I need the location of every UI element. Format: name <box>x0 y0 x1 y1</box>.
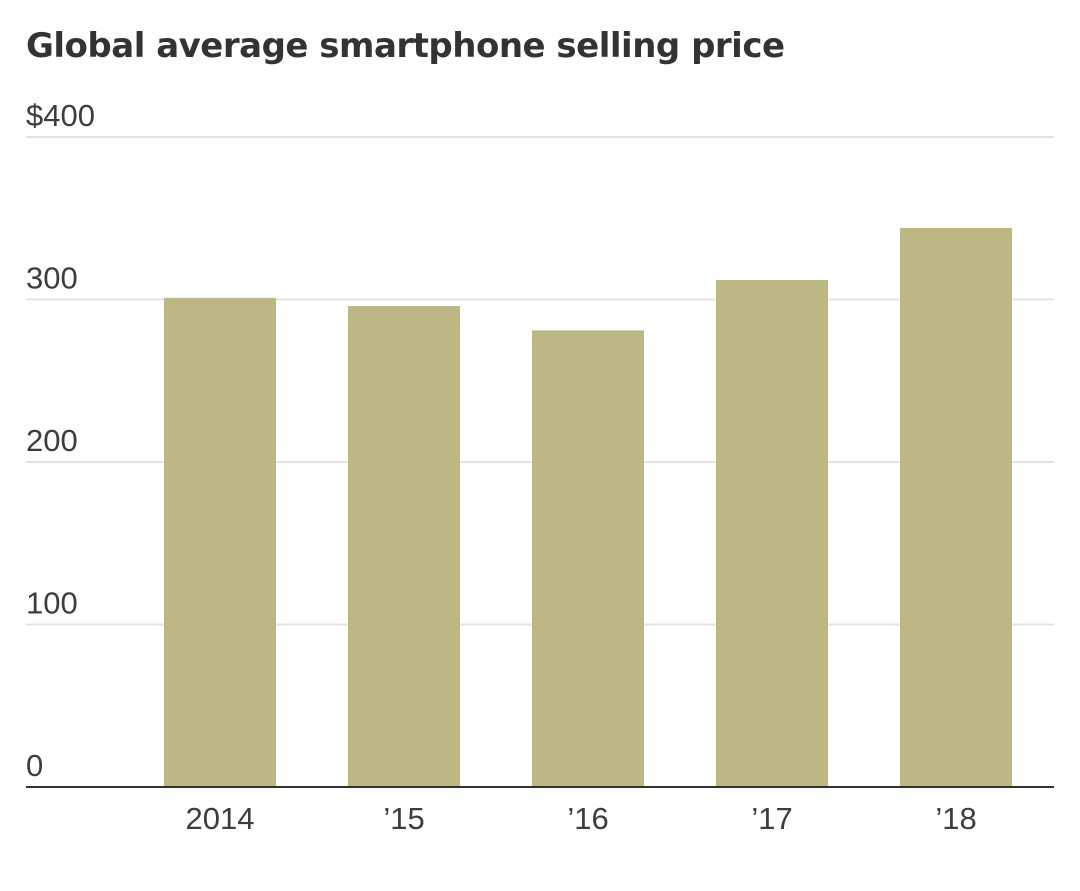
bars <box>164 228 1012 787</box>
bar <box>164 297 276 787</box>
y-axis-ticks: 0 100 200 300 $400 <box>26 98 95 783</box>
x-tick-label: ’17 <box>751 801 792 836</box>
chart-title: Global average smartphone selling price <box>26 26 785 66</box>
bar <box>716 280 828 787</box>
y-tick-label: $400 <box>26 98 95 133</box>
y-tick-label: 0 <box>26 748 43 783</box>
x-tick-label: ’15 <box>383 801 424 836</box>
x-axis-ticks: 2014 ’15 ’16 ’17 ’18 <box>186 801 977 836</box>
y-tick-label: 200 <box>26 423 78 458</box>
bar <box>532 330 644 787</box>
bar <box>348 306 460 787</box>
y-tick-label: 100 <box>26 586 78 621</box>
bar <box>900 228 1012 787</box>
x-tick-label: ’16 <box>567 801 608 836</box>
x-tick-label: ’18 <box>935 801 976 836</box>
x-tick-label: 2014 <box>186 801 255 836</box>
y-tick-label: 300 <box>26 261 78 296</box>
